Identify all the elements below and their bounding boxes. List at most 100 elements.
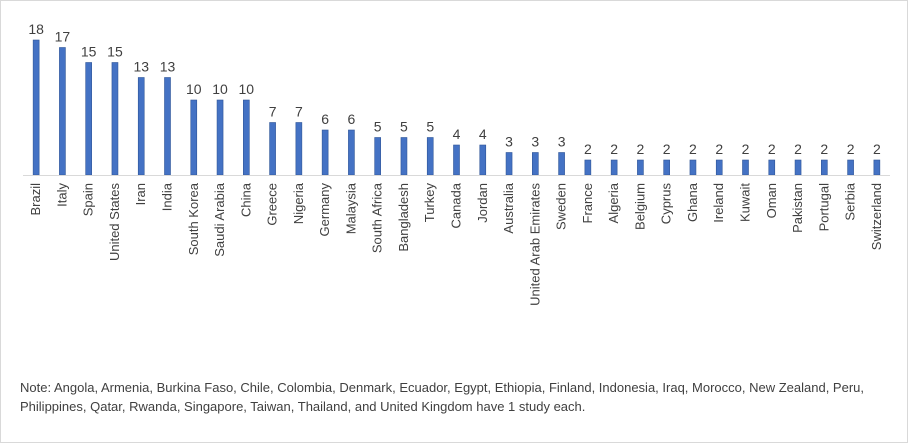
bar-germany	[321, 129, 329, 176]
category-label-saudi-arabia: Saudi Arabia	[212, 182, 227, 256]
bar-ireland	[715, 159, 723, 176]
value-label-italy: 17	[55, 29, 71, 45]
category-label-ghana: Ghana	[685, 182, 700, 222]
value-label-algeria: 2	[610, 141, 618, 157]
bar-nigeria	[295, 122, 303, 176]
bar-oman	[768, 159, 776, 176]
bar-italy	[59, 47, 66, 176]
bar-portugal	[821, 159, 828, 176]
value-label-spain: 15	[81, 44, 97, 60]
value-label-switzerland: 2	[873, 141, 881, 157]
category-label-india: India	[160, 182, 175, 211]
value-label-france: 2	[584, 141, 592, 157]
category-label-china: China	[238, 182, 253, 217]
bar-ghana	[689, 159, 697, 176]
bar-india	[164, 77, 171, 176]
bar-serbia	[847, 159, 854, 176]
value-label-malaysia: 6	[348, 111, 356, 127]
bar-united-arab-emirates	[532, 152, 539, 176]
value-label-nigeria: 7	[295, 104, 303, 120]
bar-greece	[269, 122, 276, 176]
category-label-united-states: United States	[107, 183, 122, 262]
value-label-belgium: 2	[637, 141, 645, 157]
value-label-oman: 2	[768, 141, 776, 157]
bar-south-africa	[374, 137, 381, 176]
category-label-pakistan: Pakistan	[790, 183, 805, 233]
category-labels-group: Brazil Italy Spain United States Iran India So…	[28, 182, 884, 306]
value-label-south-africa: 5	[374, 119, 382, 135]
value-label-jordan: 4	[479, 126, 487, 142]
value-label-saudi-arabia: 10	[212, 81, 228, 97]
category-label-kuwait: Kuwait	[738, 183, 753, 222]
bar-australia	[505, 152, 513, 176]
category-label-belgium: Belgium	[632, 183, 647, 230]
category-label-turkey: Turkey	[422, 183, 437, 223]
bar-jordan	[479, 144, 487, 176]
category-label-jordan: Jordan	[475, 183, 490, 223]
value-label-turkey: 5	[426, 119, 434, 135]
category-label-sweden: Sweden	[554, 183, 569, 230]
bar-turkey	[426, 137, 434, 176]
category-label-south-africa: South Africa	[370, 182, 385, 253]
bar-spain	[85, 62, 92, 176]
category-label-australia: Australia	[501, 182, 516, 233]
bar-switzerland	[873, 159, 881, 176]
category-label-france: France	[580, 183, 595, 223]
category-label-switzerland: Switzerland	[869, 183, 884, 250]
value-label-pakistan: 2	[794, 141, 802, 157]
category-label-ireland: Ireland	[711, 183, 726, 223]
bar-saudi-arabia	[216, 99, 224, 176]
category-label-serbia: Serbia	[843, 182, 858, 220]
value-label-greece: 7	[269, 104, 277, 120]
bar-malaysia	[348, 129, 355, 176]
category-label-brazil: Brazil	[28, 183, 43, 216]
bar-kuwait	[742, 159, 749, 176]
category-label-spain: Spain	[81, 183, 96, 216]
bar-sweden	[558, 152, 565, 176]
category-label-oman: Oman	[764, 183, 779, 218]
value-label-china: 10	[239, 81, 255, 97]
category-label-south-korea: South Korea	[186, 182, 201, 255]
category-label-malaysia: Malaysia	[343, 182, 358, 234]
bars-group	[32, 39, 881, 176]
bar-iran	[137, 77, 145, 176]
bar-china	[243, 99, 250, 176]
value-label-united-arab-emirates: 3	[531, 134, 539, 150]
bar-united-states	[111, 62, 119, 176]
category-label-iran: Iran	[133, 183, 148, 205]
value-label-serbia: 2	[847, 141, 855, 157]
bar-france	[584, 159, 592, 176]
value-label-brazil: 18	[28, 21, 44, 37]
category-label-portugal: Portugal	[816, 183, 831, 232]
value-label-portugal: 2	[820, 141, 828, 157]
value-label-ghana: 2	[689, 141, 697, 157]
value-label-australia: 3	[505, 134, 513, 150]
category-label-greece: Greece	[265, 183, 280, 226]
value-label-canada: 4	[453, 126, 461, 142]
value-label-south-korea: 10	[186, 81, 202, 97]
bar-brazil	[32, 39, 40, 176]
category-label-algeria: Algeria	[606, 182, 621, 223]
value-label-kuwait: 2	[742, 141, 750, 157]
category-label-united-arab-emirates: United Arab Emirates	[527, 183, 542, 306]
value-label-cyprus: 2	[663, 141, 671, 157]
bar-canada	[453, 144, 460, 176]
bar-pakistan	[794, 159, 802, 176]
category-label-bangladesh: Bangladesh	[396, 183, 411, 252]
bar-belgium	[637, 159, 644, 176]
value-label-germany: 6	[321, 111, 329, 127]
value-label-united-states: 15	[107, 44, 123, 60]
category-label-canada: Canada	[449, 182, 464, 228]
value-label-iran: 13	[133, 59, 149, 75]
value-label-sweden: 3	[558, 134, 566, 150]
value-label-ireland: 2	[715, 141, 723, 157]
category-label-germany: Germany	[317, 183, 332, 237]
value-label-bangladesh: 5	[400, 119, 408, 135]
chart-note: Note: Angola, Armenia, Burkina Faso, Chi…	[20, 380, 864, 414]
value-label-india: 13	[160, 59, 176, 75]
bar-cyprus	[663, 159, 670, 176]
bar-algeria	[610, 159, 618, 176]
bar-bangladesh	[400, 137, 408, 176]
category-label-cyprus: Cyprus	[659, 183, 674, 225]
